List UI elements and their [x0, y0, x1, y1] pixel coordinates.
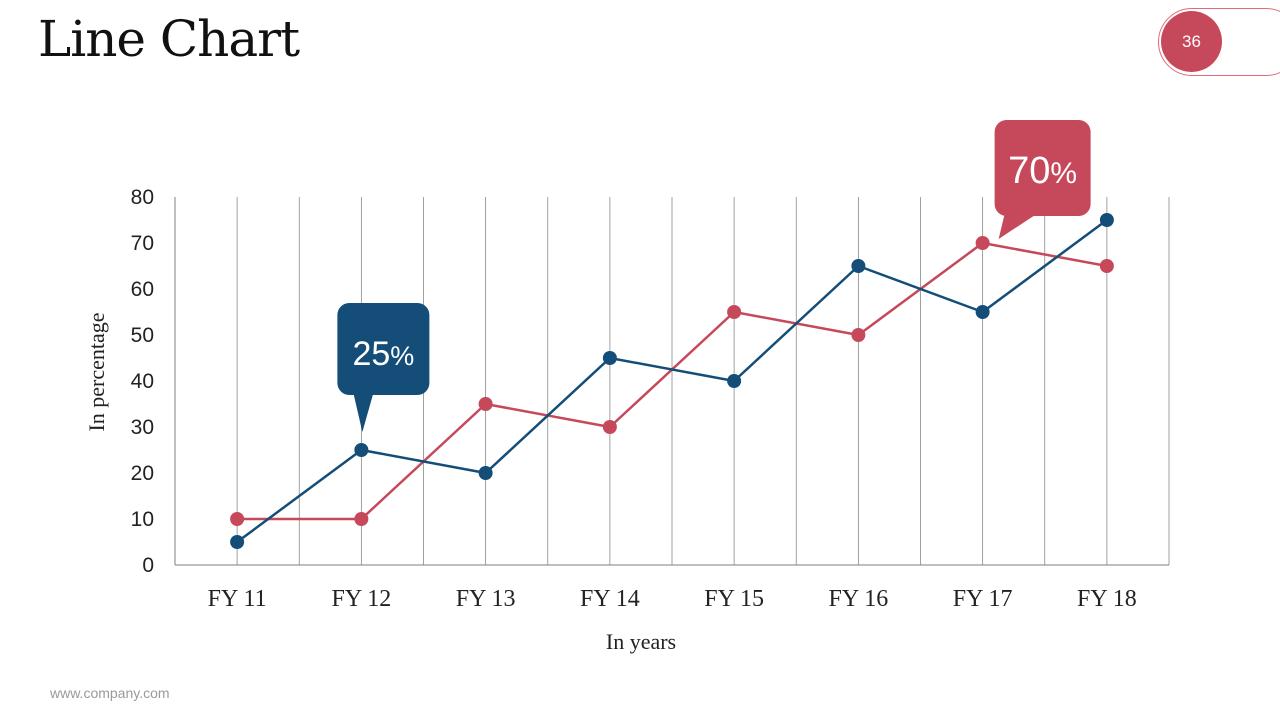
slide-title: Line Chart — [38, 10, 300, 68]
data-point — [975, 236, 990, 250]
data-point — [851, 259, 866, 273]
data-point — [354, 443, 369, 457]
x-tick-label: FY 17 — [953, 586, 1013, 612]
callout-box — [994, 120, 1091, 216]
data-point — [230, 512, 245, 526]
data-point — [230, 535, 245, 549]
data-point — [1099, 213, 1114, 227]
x-axis-label: In years — [606, 629, 676, 654]
callouts: 25% 70% — [337, 120, 1091, 432]
y-tick-label: 30 — [131, 416, 154, 439]
callout-tail — [353, 393, 374, 432]
x-tick-label: FY 16 — [828, 586, 888, 612]
y-tick-label: 60 — [131, 278, 154, 301]
y-axis-label: In percentage — [84, 312, 109, 431]
callout-bubble: 70% — [994, 120, 1091, 239]
y-tick-label: 50 — [131, 324, 154, 347]
x-tick-label: FY 18 — [1077, 586, 1137, 612]
x-tick-label: FY 15 — [704, 586, 764, 612]
axes — [174, 197, 1169, 566]
x-tick-label: FY 13 — [456, 586, 516, 612]
y-tick-label: 0 — [142, 554, 154, 577]
x-tick-label: FY 14 — [580, 586, 640, 612]
data-point — [478, 397, 493, 411]
footer-url: www.company.com — [50, 685, 170, 701]
series-line — [236, 218, 1108, 544]
data-point — [478, 466, 493, 480]
callout-label: 70% — [1008, 150, 1077, 192]
data-point — [602, 351, 617, 365]
series-lines — [230, 213, 1114, 549]
x-tick-label: FY 11 — [208, 586, 267, 612]
y-tick-label: 70 — [131, 232, 154, 255]
data-point — [727, 305, 742, 319]
page-number-badge: 36 — [1161, 11, 1222, 72]
y-tick-label: 40 — [131, 370, 154, 393]
data-point — [727, 374, 742, 388]
x-tick-label: FY 12 — [331, 586, 391, 612]
callout-label: 25% — [352, 335, 414, 373]
data-point — [354, 512, 369, 526]
y-tick-label: 20 — [131, 462, 154, 485]
grid-lines — [236, 197, 1170, 565]
x-tick-labels: FY 11 FY 12 FY 13 FY 14 FY 15 FY 16 FY 17 FY 18 — [208, 586, 1137, 612]
data-point — [1099, 259, 1114, 273]
data-point — [975, 305, 990, 319]
data-point — [602, 420, 617, 434]
y-tick-label: 10 — [131, 508, 154, 531]
y-tick-label: 80 — [131, 186, 154, 209]
callout-box — [337, 303, 430, 395]
callout-bubble: 25% — [337, 303, 430, 432]
callout-tail — [998, 214, 1037, 239]
data-point — [851, 328, 866, 342]
y-tick-labels: 0 10 20 30 40 50 60 70 80 — [131, 186, 154, 577]
